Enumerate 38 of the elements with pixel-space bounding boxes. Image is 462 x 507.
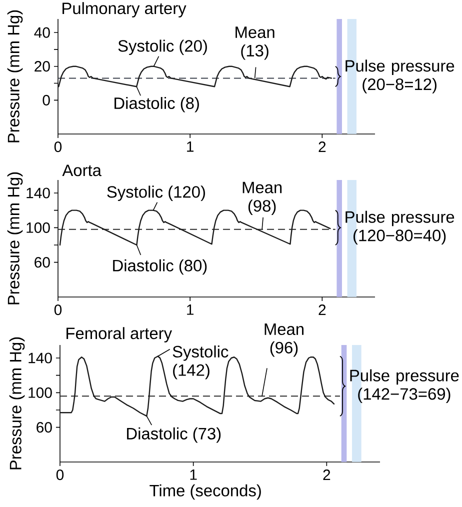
x-tick-label: 1: [187, 142, 194, 152]
x-tick-label: 2: [323, 470, 330, 480]
y-tick-label: 100: [26, 222, 50, 233]
annotation: Pulse pressure (120−80=40): [346, 210, 454, 245]
annotation: Mean (96): [264, 324, 304, 357]
annotation: Systolic (120): [107, 186, 205, 201]
line-series: [58, 66, 332, 88]
y-tick-label: 60: [34, 257, 50, 268]
x-tick-label: 2: [318, 142, 326, 152]
y-tick-label: 0: [42, 94, 50, 106]
y-axis-title: Pressure (mm Hg): [7, 172, 23, 304]
y-axis-title: Pressure (mm Hg): [9, 337, 25, 470]
y-tick-label: 140: [26, 188, 50, 198]
annotation: Diastolic (73): [127, 427, 221, 443]
annotation: Mean (98): [242, 182, 282, 215]
y-tick-label: 20: [34, 61, 50, 72]
annotation: Systolic (142): [172, 345, 228, 380]
x-tick-label: 0: [54, 142, 62, 152]
y-tick-label: 100: [28, 387, 52, 398]
x-tick-label: 1: [187, 304, 194, 315]
y-tick-label: 140: [28, 352, 52, 364]
chart-title: Femoral artery: [66, 327, 172, 342]
annotation: Systolic (20): [118, 40, 207, 56]
x-axis-title: Time (seconds): [150, 484, 261, 500]
x-tick-label: 2: [318, 304, 326, 315]
annotation: Diastolic (8): [114, 96, 199, 112]
annotation: Pulse pressure (20−8=12): [346, 60, 454, 94]
x-tick-label: 0: [56, 470, 64, 480]
x-tick-label: 0: [54, 304, 62, 316]
y-tick-label: 40: [34, 27, 50, 38]
annotation: Diastolic (80): [113, 259, 207, 275]
y-tick-label: 60: [36, 422, 52, 433]
x-tick-label: 1: [190, 470, 197, 480]
y-axis-title: Pressure (mm Hg): [7, 10, 23, 142]
annotation: Pulse pressure (142−73=69): [350, 369, 459, 404]
chart-title: Aorta: [62, 164, 102, 176]
chart-title: Pulmonary artery: [62, 2, 186, 18]
annotation: Mean (13): [236, 26, 274, 60]
